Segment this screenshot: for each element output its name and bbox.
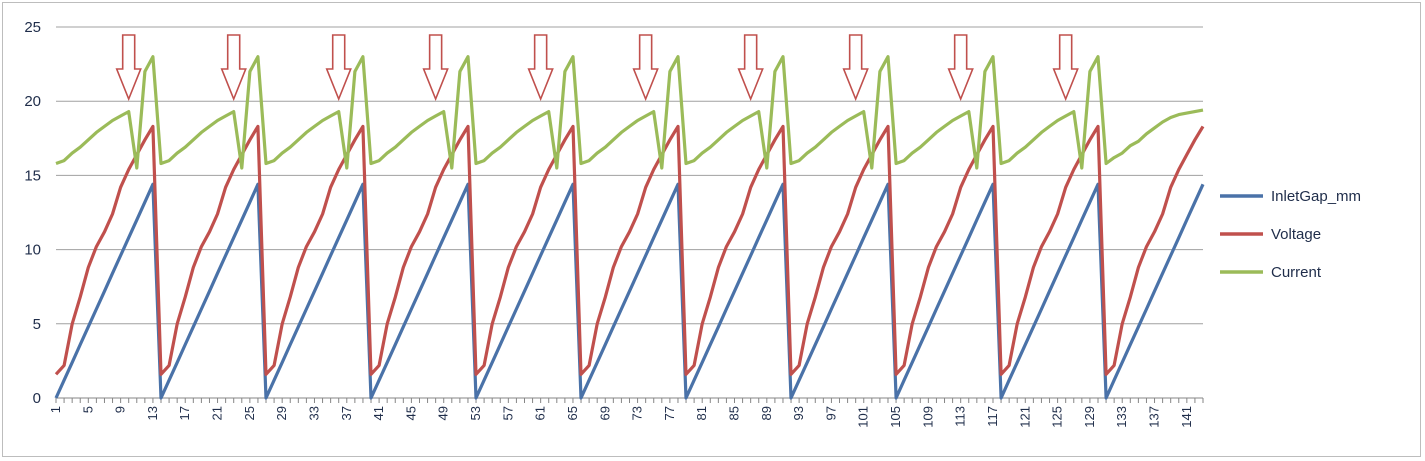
annotation-arrows <box>115 34 1079 102</box>
y-tick-label: 20 <box>24 93 41 110</box>
series-voltage-line <box>54 124 1205 376</box>
down-arrow-icon <box>1052 34 1079 102</box>
down-arrow-icon <box>220 34 247 102</box>
x-tick-label: 97 <box>823 406 838 420</box>
legend-label: Voltage <box>1271 226 1321 243</box>
down-arrow-icon <box>115 34 142 102</box>
x-tick-label: 137 <box>1147 406 1162 428</box>
x-tick-label: 65 <box>565 406 580 420</box>
x-tick-label: 13 <box>145 406 160 420</box>
x-tick-label: 17 <box>177 406 192 420</box>
series-inletgap-line <box>54 182 1205 400</box>
legend-label: InletGap_mm <box>1271 188 1361 205</box>
legend-label: Current <box>1271 264 1322 281</box>
down-arrow-icon <box>947 34 974 102</box>
x-tick-label: 1 <box>48 406 63 413</box>
x-tick-label: 109 <box>920 406 935 428</box>
x-tick-label: 37 <box>339 406 354 420</box>
x-tick-label: 133 <box>1114 406 1129 428</box>
x-tick-label: 101 <box>856 406 871 428</box>
x-tick-label: 29 <box>274 406 289 420</box>
x-tick-label: 69 <box>597 406 612 420</box>
y-axis: 0 5 10 15 20 25 <box>24 19 41 407</box>
x-tick-label: 57 <box>500 406 515 420</box>
x-tick-label: 49 <box>436 406 451 420</box>
down-arrow-icon <box>632 34 659 102</box>
y-tick-label: 25 <box>24 19 41 36</box>
down-arrow-icon <box>325 34 352 102</box>
y-tick-label: 0 <box>33 390 41 407</box>
x-tick-label: 45 <box>403 406 418 420</box>
x-tick-label: 81 <box>694 406 709 420</box>
x-tick-label: 77 <box>662 406 677 420</box>
x-tick-label: 41 <box>371 406 386 420</box>
x-tick-label: 113 <box>953 406 968 427</box>
down-arrow-icon <box>527 34 554 102</box>
series-current-line <box>55 55 1204 170</box>
down-arrow-icon <box>842 34 869 102</box>
legend: InletGap_mm Voltage Current <box>1220 188 1361 281</box>
x-tick-label: 121 <box>1017 406 1032 428</box>
down-arrow-icon <box>737 34 764 102</box>
x-tick-label: 93 <box>791 406 806 420</box>
x-tick-label: 117 <box>985 406 1000 427</box>
x-tick-label: 61 <box>533 406 548 420</box>
y-tick-label: 5 <box>33 316 41 333</box>
x-tick-label: 73 <box>630 406 645 420</box>
x-tick-label: 9 <box>113 406 128 413</box>
x-axis: 1 5 9 13 17 21 25 29 33 37 41 45 49 53 57 61 65 69 73 77 81 8… <box>48 397 1204 428</box>
y-tick-label: 10 <box>24 242 41 259</box>
x-tick-label: 141 <box>1179 406 1194 428</box>
x-tick-label: 129 <box>1082 406 1097 428</box>
x-tick-label: 53 <box>468 406 483 420</box>
x-tick-label: 105 <box>888 406 903 428</box>
series-lines <box>54 55 1205 400</box>
x-tick-label: 5 <box>80 406 95 413</box>
y-tick-label: 15 <box>24 167 41 184</box>
x-tick-label: 89 <box>759 406 774 420</box>
x-tick-label: 85 <box>727 406 742 420</box>
x-tick-label: 21 <box>210 406 225 420</box>
down-arrow-icon <box>422 34 449 102</box>
x-tick-label: 33 <box>306 406 321 420</box>
x-tick-label: 25 <box>242 406 257 420</box>
x-tick-label: 125 <box>1050 406 1065 428</box>
